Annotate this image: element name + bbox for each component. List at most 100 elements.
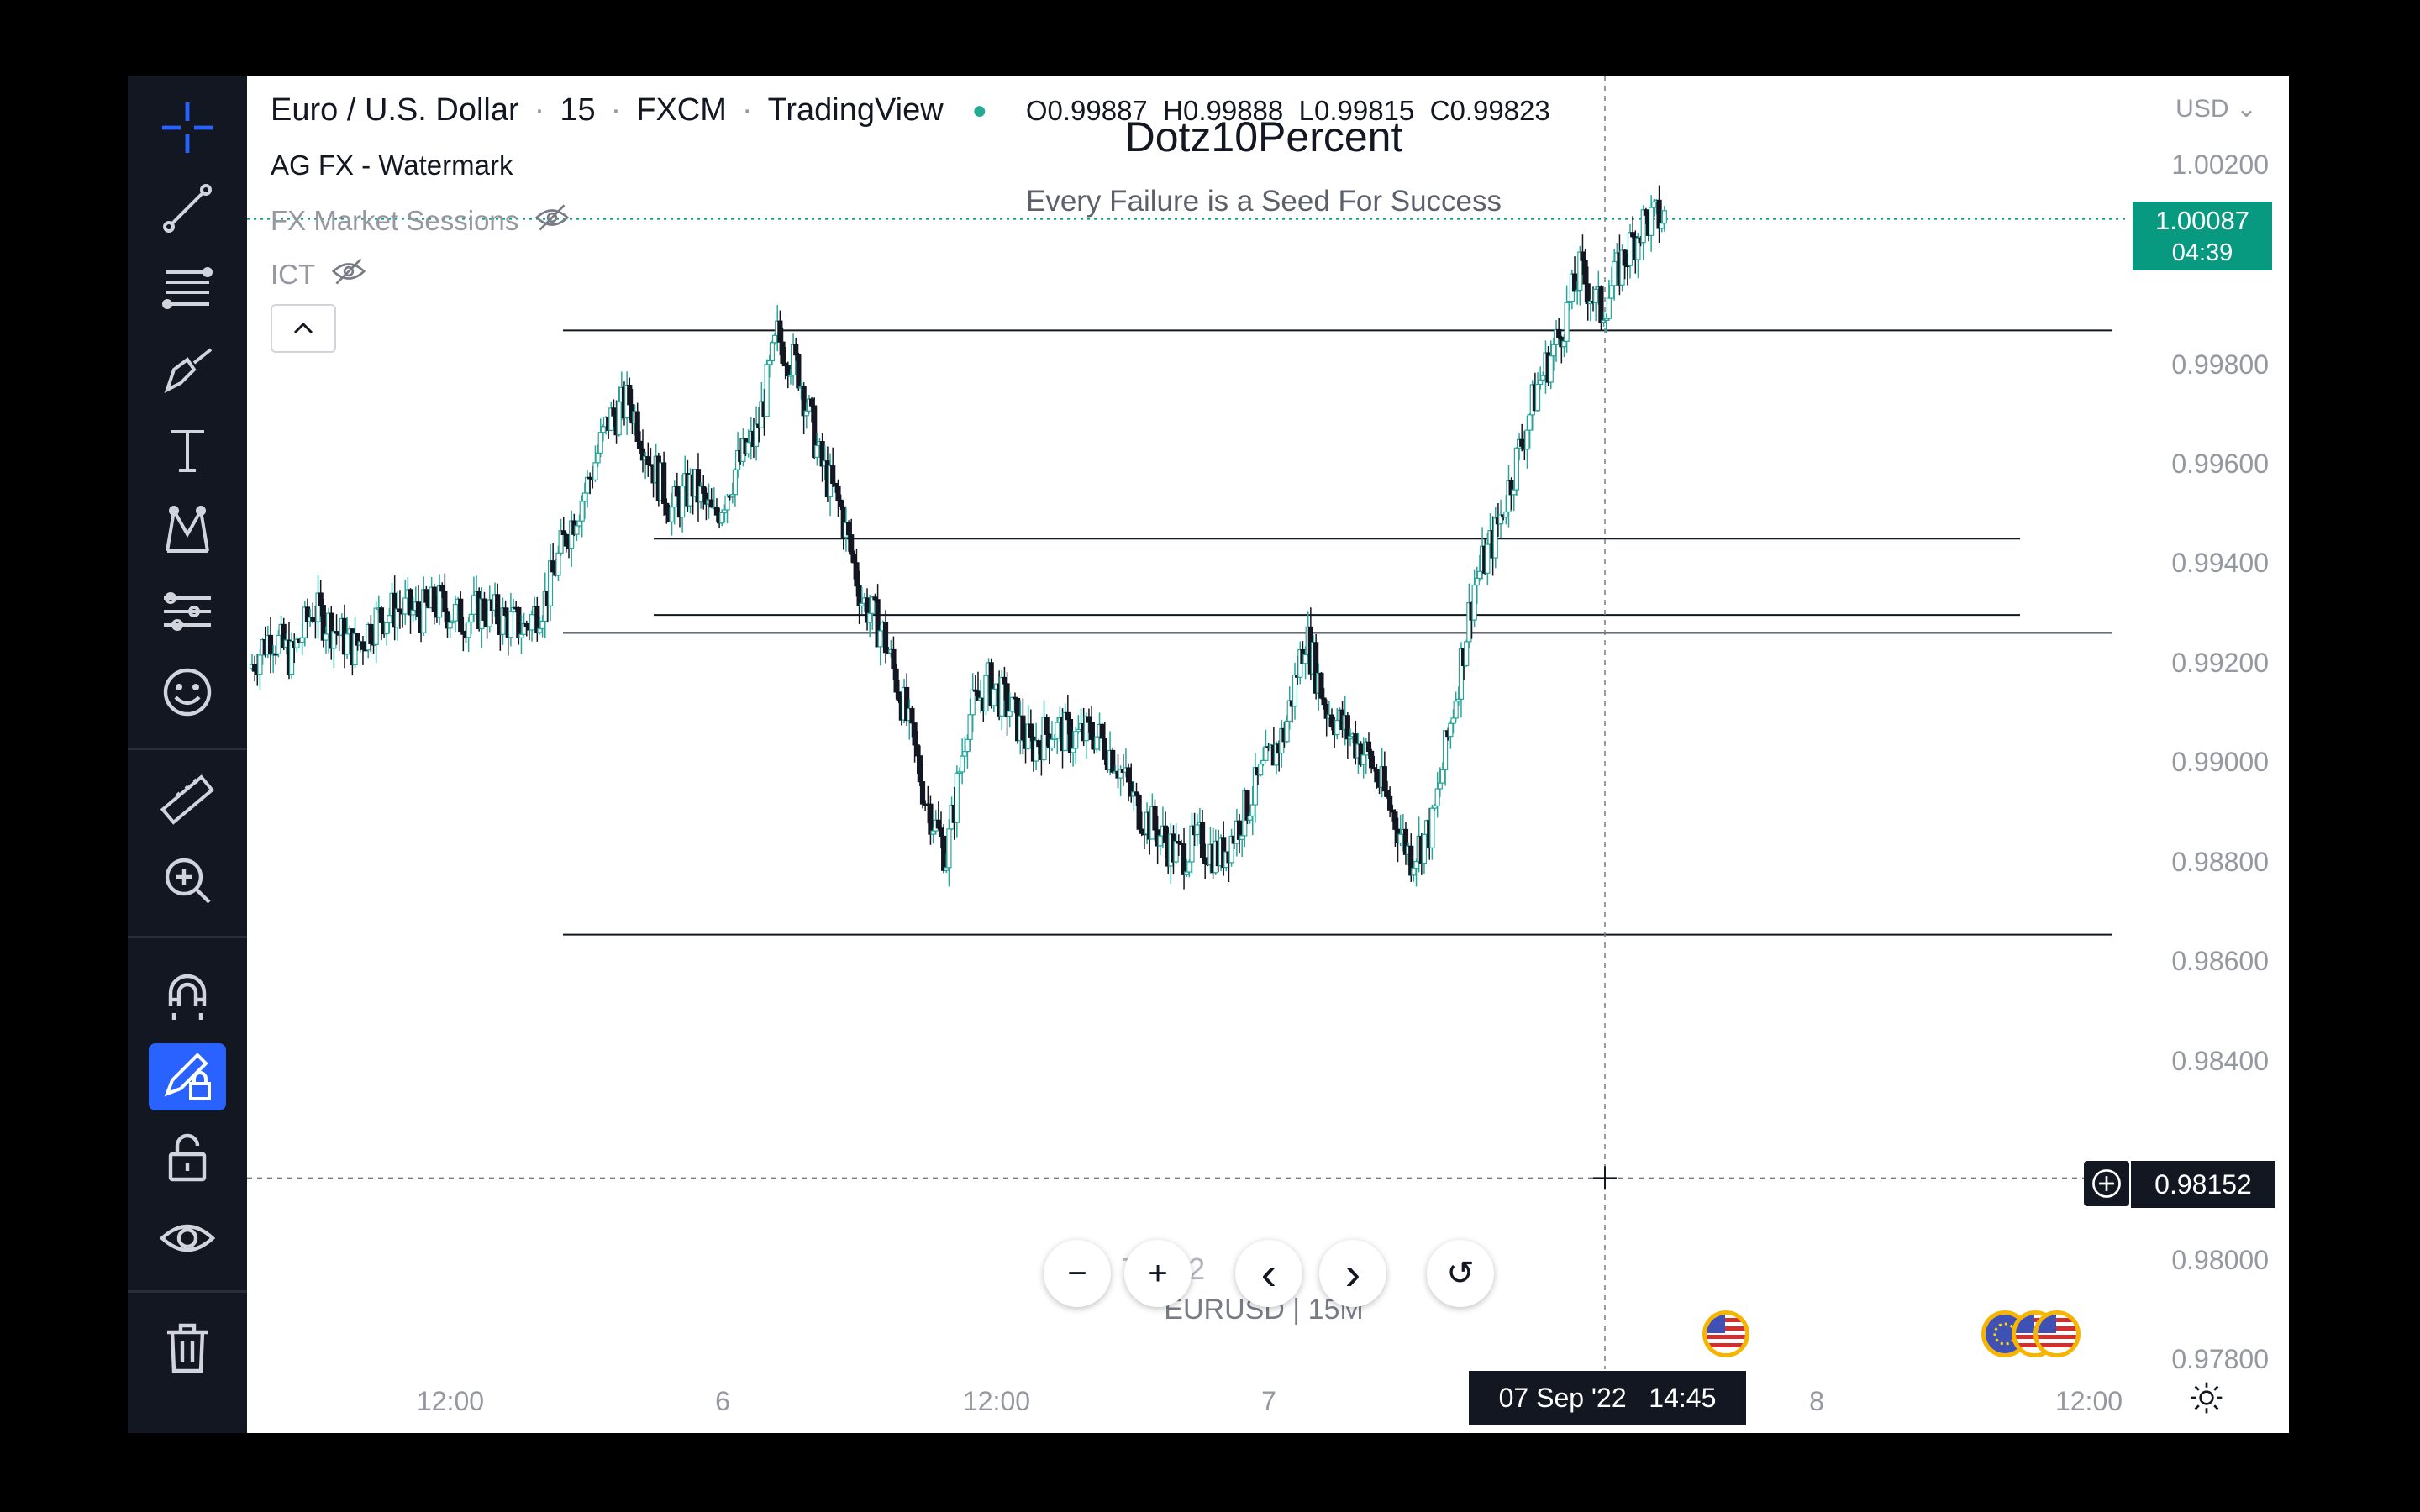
candle-body — [867, 612, 873, 623]
candle-body — [1661, 210, 1667, 224]
candle-body — [1086, 716, 1092, 723]
indicator-label[interactable]: ICT — [271, 259, 316, 290]
candle-body — [661, 462, 667, 504]
candle-body — [664, 502, 670, 516]
candle-body — [1434, 788, 1440, 806]
currency-selector[interactable]: USD ⌄ — [2175, 94, 2257, 123]
time-label: 7 — [1261, 1386, 1276, 1416]
candle-body — [724, 495, 730, 511]
candle-body — [919, 781, 926, 805]
candle-body — [1453, 701, 1459, 719]
candle-body — [1564, 302, 1570, 342]
candle-body — [1194, 824, 1200, 836]
candle-body — [1173, 841, 1179, 863]
candle-body — [1002, 676, 1007, 685]
open-label: O — [1025, 94, 1048, 126]
candle-body — [965, 738, 971, 753]
candle-body — [1635, 237, 1641, 260]
pattern-icon[interactable] — [149, 497, 226, 564]
emoji-icon[interactable] — [149, 659, 226, 726]
candle-body — [1411, 868, 1417, 876]
ruler-icon[interactable] — [149, 766, 226, 833]
candle-body — [1236, 820, 1243, 840]
indicator-legend-watermark[interactable]: AG FX - Watermark — [271, 150, 513, 181]
unlock-icon[interactable] — [149, 1124, 226, 1191]
candle-body — [814, 444, 820, 458]
separator: · — [610, 92, 622, 128]
scroll-left-button[interactable]: ‹ — [1235, 1240, 1302, 1307]
toolbar-divider — [128, 1290, 247, 1293]
candle-body — [1384, 790, 1391, 797]
market-status-icon: ● — [971, 96, 987, 124]
crosshair-icon[interactable] — [149, 94, 226, 161]
fib-retracement-icon[interactable] — [149, 255, 226, 323]
scroll-right-button[interactable]: › — [1319, 1240, 1386, 1307]
candle-body — [708, 499, 714, 508]
us-flag-event-icon[interactable] — [1702, 1310, 1749, 1357]
settings-gear-icon[interactable] — [2188, 1379, 2225, 1420]
eye-off-icon[interactable] — [330, 257, 367, 292]
candle-body — [331, 631, 337, 649]
eye-off-icon[interactable] — [534, 203, 571, 239]
candle-body — [257, 654, 263, 675]
candle-body — [1608, 285, 1615, 299]
zoom-out-button[interactable]: − — [1044, 1240, 1111, 1307]
price-label: 0.99600 — [2171, 449, 2269, 479]
candle-body — [597, 432, 603, 454]
candle-body — [1659, 223, 1665, 229]
indicator-legend-sessions[interactable]: FX Market Sessions — [271, 203, 571, 239]
candle-body — [1550, 344, 1557, 357]
chart-pane[interactable]: Euro / U.S. Dollar · 15 · FXCM · Trading… — [247, 76, 2289, 1433]
candle-body — [1598, 286, 1604, 323]
symbol-name[interactable]: Euro / U.S. Dollar — [271, 92, 519, 128]
candle-body — [1476, 570, 1483, 579]
candle-body — [616, 401, 622, 436]
candle-body — [1471, 584, 1477, 621]
indicator-legend-ict[interactable]: ICT — [271, 257, 367, 292]
collapse-legend-button[interactable] — [271, 304, 336, 353]
chevron-down-icon: ⌄ — [2235, 95, 2257, 123]
forecast-icon[interactable] — [149, 578, 226, 645]
time-label: 12:00 — [2054, 1386, 2123, 1416]
candle-body — [1252, 767, 1258, 806]
candle-body — [1524, 429, 1530, 450]
magnet-icon[interactable] — [149, 963, 226, 1030]
candle-body — [579, 501, 585, 522]
candle-body — [537, 627, 543, 633]
trend-line-icon[interactable] — [149, 175, 226, 242]
add-alert-button[interactable] — [2084, 1161, 2129, 1206]
candle-body — [1627, 232, 1634, 266]
symbol-legend[interactable]: Euro / U.S. Dollar · 15 · FXCM · Trading… — [271, 92, 1550, 129]
indicator-label[interactable]: FX Market Sessions — [271, 205, 519, 236]
candle-body — [1094, 736, 1100, 750]
candle-body — [1199, 822, 1206, 858]
candle-body — [345, 633, 350, 655]
text-icon[interactable] — [149, 417, 226, 484]
time-axis[interactable]: 12:00 6 12:00 7 8 12:00 — [247, 1369, 2289, 1433]
candle-body — [845, 522, 852, 536]
candle-body — [1249, 804, 1255, 817]
close-label: C — [1429, 94, 1450, 126]
price-chart[interactable] — [247, 76, 2289, 1433]
candle-body — [1028, 723, 1034, 738]
lock-drawing-icon[interactable] — [149, 1043, 226, 1110]
brush-icon[interactable] — [149, 336, 226, 403]
candle-body — [518, 633, 524, 638]
high-label: H — [1163, 94, 1183, 126]
candle-body — [1392, 811, 1398, 830]
price-scale[interactable]: USD ⌄ 1.00200 0.99800 0.99600 0.99400 0.… — [2126, 76, 2289, 1433]
eye-icon[interactable] — [149, 1205, 226, 1272]
reset-chart-button[interactable]: ↺ — [1427, 1240, 1494, 1307]
zoom-in-button[interactable]: + — [1124, 1240, 1192, 1307]
interval[interactable]: 15 — [560, 92, 596, 128]
candle-body — [1102, 738, 1107, 760]
candle-body — [1318, 672, 1324, 699]
separator: · — [534, 92, 545, 128]
trash-icon[interactable] — [149, 1314, 226, 1381]
candle-body — [1136, 795, 1142, 830]
time-label: 6 — [715, 1386, 730, 1416]
indicator-label[interactable]: AG FX - Watermark — [271, 150, 513, 181]
us-flag-event-icon[interactable] — [2033, 1310, 2081, 1357]
zoom-in-icon[interactable] — [149, 847, 226, 914]
candle-body — [1503, 511, 1509, 518]
